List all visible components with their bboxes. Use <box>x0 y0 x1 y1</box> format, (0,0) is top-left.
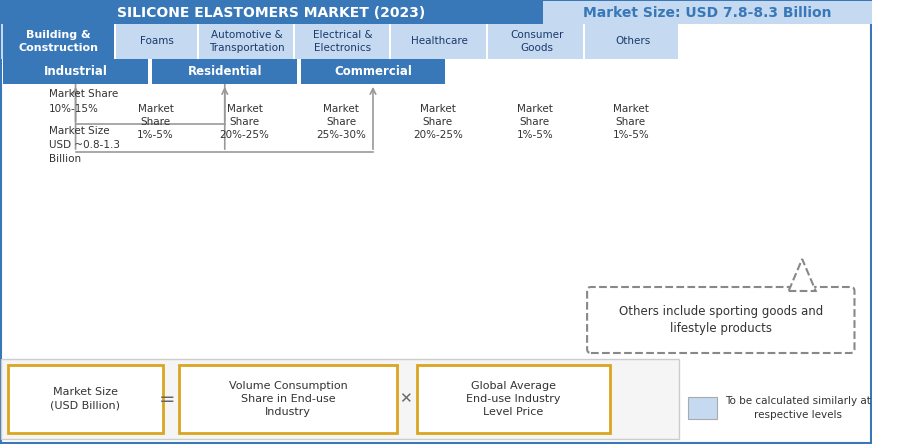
Bar <box>417 365 610 433</box>
Text: Market
Share
20%-25%: Market Share 20%-25% <box>220 104 270 140</box>
Text: Others include sporting goods and
lifestyle products: Others include sporting goods and lifest… <box>618 305 823 335</box>
Text: Foams: Foams <box>140 36 175 47</box>
Text: Market
Share
1%-5%: Market Share 1%-5% <box>612 104 649 140</box>
Bar <box>3 24 114 59</box>
Text: 10%-15%: 10%-15% <box>49 104 99 114</box>
Bar <box>486 24 489 59</box>
Text: Global Average
End-use Industry
Level Price: Global Average End-use Industry Level Pr… <box>466 381 561 417</box>
Polygon shape <box>788 259 815 291</box>
Text: Others: Others <box>615 36 651 47</box>
Bar <box>390 24 392 59</box>
Bar <box>179 365 397 433</box>
Text: SILICONE ELASTOMERS MARKET (2023): SILICONE ELASTOMERS MARKET (2023) <box>117 6 426 20</box>
Text: ✕: ✕ <box>399 392 411 407</box>
Bar <box>292 24 294 59</box>
Bar <box>1 24 679 59</box>
Text: To be calculated similarly at
respective levels: To be calculated similarly at respective… <box>724 396 870 420</box>
Text: Market
Share
25%-30%: Market Share 25%-30% <box>316 104 366 140</box>
Bar <box>302 59 445 84</box>
Text: Market Size: USD 7.8-8.3 Billion: Market Size: USD 7.8-8.3 Billion <box>583 6 832 20</box>
Text: Volume Consumption
Share in End-use
Industry: Volume Consumption Share in End-use Indu… <box>229 381 347 417</box>
Text: Consumer
Goods: Consumer Goods <box>510 30 563 53</box>
Text: USD ~0.8-1.3: USD ~0.8-1.3 <box>49 140 120 150</box>
Text: Healthcare: Healthcare <box>411 36 468 47</box>
FancyBboxPatch shape <box>587 287 854 353</box>
Text: Billion: Billion <box>49 154 81 164</box>
Bar <box>543 1 872 24</box>
Bar <box>114 24 116 59</box>
Text: Market Size: Market Size <box>49 126 110 136</box>
Bar <box>688 397 717 419</box>
Text: Electrical &
Electronics: Electrical & Electronics <box>313 30 373 53</box>
Text: Market
Share
1%-5%: Market Share 1%-5% <box>137 104 174 140</box>
Text: Market
Share
20%-25%: Market Share 20%-25% <box>413 104 463 140</box>
Text: Automotive &
Transportation: Automotive & Transportation <box>209 30 284 53</box>
Text: Industrial: Industrial <box>43 65 107 78</box>
Bar <box>8 365 163 433</box>
Bar <box>1 359 680 439</box>
Bar <box>3 59 148 84</box>
Text: Market Size
(USD Billion): Market Size (USD Billion) <box>50 388 121 411</box>
Bar <box>1 1 543 24</box>
Bar <box>197 24 199 59</box>
Bar <box>152 59 297 84</box>
Text: Commercial: Commercial <box>334 65 412 78</box>
Text: =: = <box>158 389 175 408</box>
Bar <box>583 24 585 59</box>
Text: Residential: Residential <box>187 65 262 78</box>
Text: Building &
Construction: Building & Construction <box>19 30 99 53</box>
Text: Market
Share
1%-5%: Market Share 1%-5% <box>517 104 554 140</box>
Text: Market Share: Market Share <box>49 89 118 99</box>
